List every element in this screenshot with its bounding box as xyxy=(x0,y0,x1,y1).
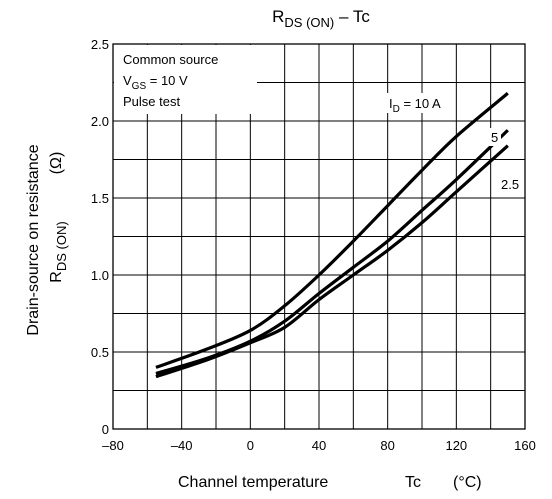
y-tick-label: 1.5 xyxy=(91,191,109,206)
conditions-line-1: Common source xyxy=(123,52,218,67)
conditions-box: Common source VGS = 10 V Pulse test xyxy=(114,45,257,114)
series-line-2-5 xyxy=(155,144,509,379)
series-label-2-5-background xyxy=(500,175,524,193)
x-tick-label: 40 xyxy=(312,438,326,453)
series-label-5-background xyxy=(489,128,501,146)
x-axis-label-symbol: Tc xyxy=(405,474,421,491)
series-curves xyxy=(155,92,509,379)
y-axis-label-line-2: RDS (ON) xyxy=(48,221,69,282)
y-axis-label-symbol: RDS (ON) xyxy=(48,221,69,282)
x-tick-label: –40 xyxy=(171,438,193,453)
axis-ticks: –80 –40 0 40 80 120 160 0 0.5 1.0 1.5 2.0 2.5 xyxy=(91,37,536,453)
x-tick-label: 0 xyxy=(247,438,254,453)
series-labels: ID = 10 A 5 2.5 xyxy=(384,93,524,193)
conditions-vgs-main: V xyxy=(123,73,132,88)
x-tick-label: 120 xyxy=(445,438,467,453)
y-tick-label: 2.0 xyxy=(91,114,109,129)
y-axis-label-r-sub: DS (ON) xyxy=(54,221,69,271)
y-axis-unit: (Ω) xyxy=(48,152,65,175)
conditions-vgs-rest: = 10 V xyxy=(146,73,188,88)
conditions-box-background xyxy=(114,45,257,114)
conditions-vgs-sub: GS xyxy=(132,81,147,92)
x-axis-label-unit: (°C) xyxy=(453,474,482,491)
title-rest: – Tc xyxy=(334,7,370,26)
title-main: R xyxy=(272,7,284,26)
y-axis-label-r-main: R xyxy=(48,271,65,283)
x-tick-label: 160 xyxy=(514,438,536,453)
y-tick-label: 0 xyxy=(102,422,109,437)
series-label-10a-main: I xyxy=(389,96,393,111)
y-tick-label: 1.0 xyxy=(91,268,109,283)
chart-title: RDS (ON) – Tc xyxy=(272,7,370,30)
series-label-10a-rest: = 10 A xyxy=(400,96,441,111)
y-axis-label: Drain-source on resistance xyxy=(25,144,42,335)
conditions-line-2: VGS = 10 V xyxy=(123,73,188,92)
y-axis-label-line-1: Drain-source on resistance xyxy=(25,144,42,335)
series-line-10a xyxy=(155,92,509,369)
x-tick-label: –80 xyxy=(102,438,124,453)
series-label-2-5: 2.5 xyxy=(501,177,519,192)
series-label-10a-background xyxy=(384,93,454,113)
title-subscript: DS (ON) xyxy=(284,15,334,30)
y-tick-label: 2.5 xyxy=(91,37,109,52)
plot-frame xyxy=(112,43,526,430)
y-tick-label: 0.5 xyxy=(91,345,109,360)
conditions-line-3: Pulse test xyxy=(123,94,180,109)
x-axis-label-text: Channel temperature xyxy=(178,474,328,491)
y-axis-label-unit: (Ω) xyxy=(48,152,65,175)
series-label-10a-sub: D xyxy=(393,104,400,115)
series-label-5: 5 xyxy=(491,130,498,145)
x-tick-label: 80 xyxy=(380,438,394,453)
series-line-5 xyxy=(155,129,509,376)
series-label-10a: ID = 10 A xyxy=(389,96,441,115)
